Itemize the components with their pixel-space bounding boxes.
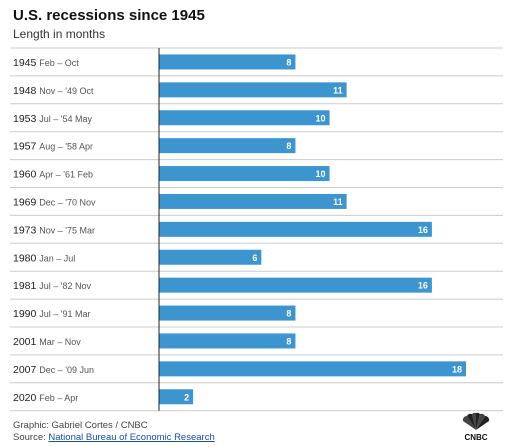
category-label: 1973 Nov – '75 Mar — [13, 224, 95, 236]
graphic-credit: Graphic: Gabriel Cortes / CNBC — [13, 420, 148, 431]
bar — [159, 166, 330, 182]
category-period: Feb – Oct — [39, 58, 79, 68]
category-label: 1945 Feb – Oct — [13, 57, 79, 69]
bar-value-label: 11 — [333, 197, 343, 207]
cnbc-peacock-logo-icon: CNBC — [462, 412, 490, 442]
bar — [159, 249, 262, 265]
category-label: 1981 Jul – '82 Nov — [13, 280, 92, 292]
category-label: 2007 Dec – '09 Jun — [13, 364, 94, 376]
category-year: 1980 — [13, 252, 39, 264]
category-year: 1973 — [13, 224, 39, 236]
chart-title: U.S. recessions since 1945 — [13, 7, 205, 24]
category-year: 2001 — [13, 336, 39, 348]
category-period: Mar – Nov — [39, 337, 81, 347]
bar-value-label: 8 — [286, 57, 291, 67]
bar — [159, 82, 347, 98]
bar-value-label: 16 — [418, 281, 428, 291]
category-year: 1957 — [13, 141, 39, 153]
category-period: Dec – '09 Jun — [39, 365, 94, 375]
category-year: 1953 — [13, 113, 39, 125]
bar — [159, 305, 296, 321]
category-period: Apr – '61 Feb — [39, 170, 93, 180]
bar — [159, 333, 296, 349]
category-label: 1960 Apr – '61 Feb — [13, 169, 93, 181]
category-label: 2020 Feb – Apr — [13, 392, 78, 404]
category-label: 2001 Mar – Nov — [13, 336, 81, 348]
category-period: Nov – '75 Mar — [39, 225, 95, 235]
category-year: 1945 — [13, 57, 39, 69]
category-period: Feb – Apr — [39, 393, 78, 403]
bar — [159, 221, 432, 237]
bar-value-label: 2 — [184, 392, 189, 402]
source-link[interactable]: National Bureau of Economic Research — [48, 432, 215, 443]
category-label: 1957 Aug – '58 Apr — [13, 141, 93, 153]
bar — [159, 277, 432, 293]
category-year: 2020 — [13, 392, 39, 404]
bar-value-label: 18 — [452, 364, 462, 374]
bar-value-label: 11 — [333, 85, 343, 95]
bar-value-label: 6 — [252, 253, 257, 263]
category-period: Jul – '91 Mar — [39, 309, 90, 319]
category-year: 1969 — [13, 196, 39, 208]
source-line: Source: National Bureau of Economic Rese… — [13, 432, 215, 443]
bar-value-label: 10 — [316, 113, 326, 123]
bar-value-label: 10 — [316, 169, 326, 179]
chart-subtitle: Length in months — [13, 27, 106, 41]
category-period: Dec – '70 Nov — [39, 197, 96, 207]
category-label: 1953 Jul – '54 May — [13, 113, 93, 125]
bar — [159, 138, 296, 154]
category-label: 1990 Jul – '91 Mar — [13, 308, 91, 320]
logo-text: CNBC — [464, 433, 487, 442]
category-year: 1948 — [13, 85, 39, 97]
category-year: 2007 — [13, 364, 39, 376]
bar — [159, 389, 194, 405]
bar-value-label: 8 — [286, 309, 291, 319]
category-year: 1960 — [13, 169, 39, 181]
category-label: 1980 Jan – Jul — [13, 252, 75, 264]
bar — [159, 361, 466, 377]
bar — [159, 193, 347, 209]
source-prefix: Source: — [13, 432, 49, 443]
category-label: 1948 Nov – '49 Oct — [13, 85, 94, 97]
category-period: Aug – '58 Apr — [39, 142, 93, 152]
category-year: 1981 — [13, 280, 39, 292]
category-year: 1990 — [13, 308, 39, 320]
bar-value-label: 16 — [418, 225, 428, 235]
category-period: Jul – '54 May — [39, 114, 92, 124]
category-period: Jul – '82 Nov — [39, 281, 91, 291]
bar — [159, 110, 330, 126]
bar — [159, 54, 296, 70]
bar-value-label: 8 — [286, 141, 291, 151]
category-label: 1969 Dec – '70 Nov — [13, 196, 96, 208]
category-period: Nov – '49 Oct — [39, 86, 94, 96]
category-period: Jan – Jul — [39, 253, 75, 263]
bar-value-label: 8 — [286, 336, 291, 346]
